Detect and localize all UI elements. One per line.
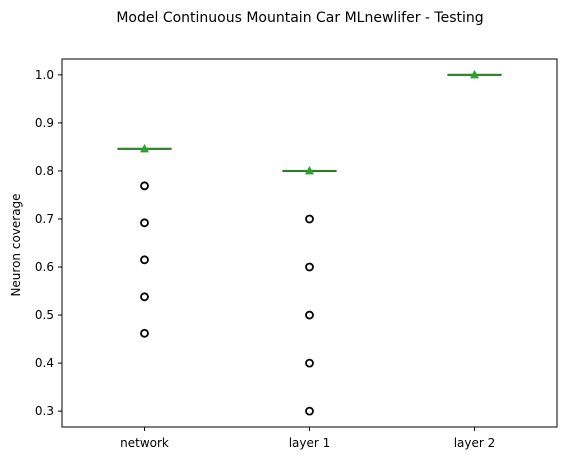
x-tick-label: network (120, 436, 169, 450)
outlier-point (305, 406, 314, 416)
plot-frame (61, 58, 558, 428)
y-tick-label: 0.7 (35, 212, 54, 226)
y-tick-label: 0.8 (35, 164, 54, 178)
outlier-point (140, 181, 149, 191)
outlier-point (140, 328, 149, 338)
chart-title: Model Continuous Mountain Car MLnewlifer… (116, 10, 483, 26)
outlier-point (305, 310, 314, 320)
outlier-point (140, 292, 149, 302)
mean-marker (140, 143, 149, 153)
box-plot-series (117, 69, 502, 416)
y-tick-label: 0.6 (35, 260, 54, 274)
outlier-point (140, 255, 149, 265)
y-tick-label: 0.3 (35, 404, 54, 418)
mean-marker (305, 165, 314, 175)
mean-marker (470, 69, 479, 79)
outlier-point (305, 358, 314, 368)
x-tick-label: layer 2 (454, 436, 496, 450)
x-axis: network layer 1 layer 2 (120, 427, 495, 450)
outlier-point (140, 218, 149, 228)
x-tick-label: layer 1 (289, 436, 331, 450)
y-axis-label: Neuron coverage (9, 193, 23, 296)
y-tick-label: 0.4 (35, 356, 54, 370)
outlier-point (305, 262, 314, 272)
y-tick-label: 1.0 (35, 68, 54, 82)
outlier-point (305, 214, 314, 224)
y-axis: 0.3 0.4 0.5 0.6 0.7 0.8 0.9 1.0 (35, 68, 62, 418)
y-tick-label: 0.9 (35, 116, 54, 130)
y-tick-label: 0.5 (35, 308, 54, 322)
